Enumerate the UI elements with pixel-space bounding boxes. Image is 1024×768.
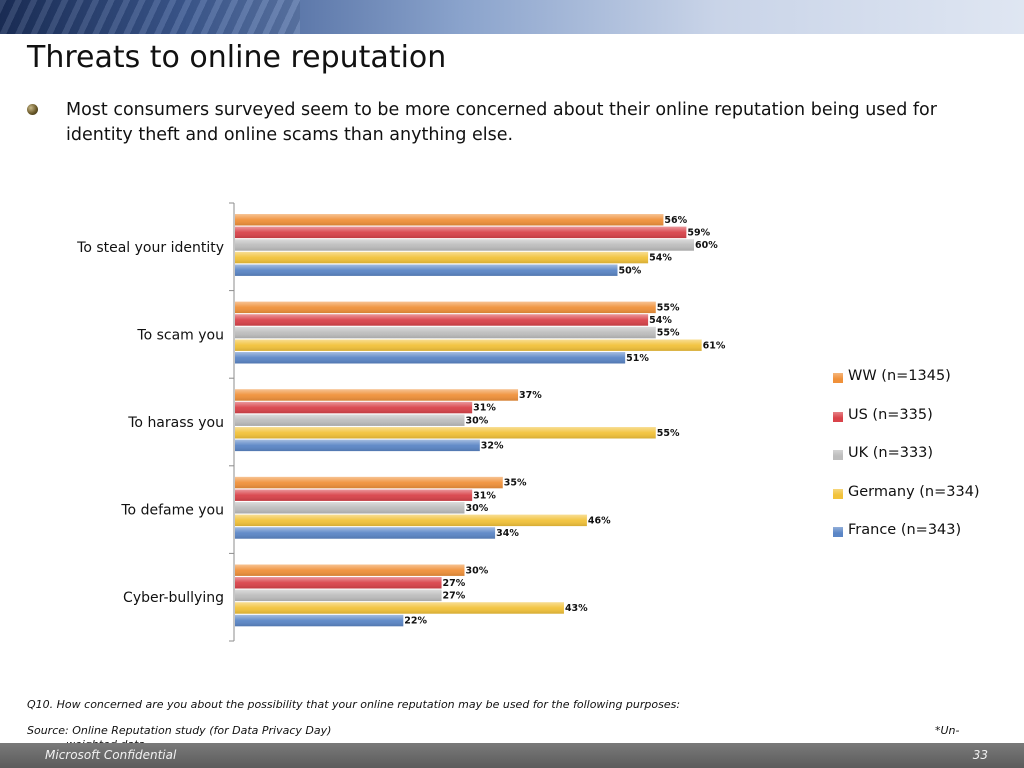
bar-shine (235, 564, 465, 576)
category-label: Cyber-bullying (123, 590, 224, 606)
bar-shine (235, 439, 480, 452)
data-label: 31% (473, 403, 496, 414)
bullet-icon (27, 104, 38, 115)
data-label: 31% (473, 490, 496, 501)
legend-label: UK (n=333) (848, 445, 934, 461)
bar-shine (235, 352, 626, 364)
bar-shine (235, 339, 702, 351)
slide-title: Threats to online reputation (27, 40, 447, 75)
unweighted-note: *Un- (935, 724, 960, 737)
legend-label: France (n=343) (848, 522, 962, 538)
legend-swatch (833, 411, 843, 422)
data-label: 55% (657, 428, 680, 439)
legend-label: WW (n=1345) (848, 368, 951, 384)
bar-shine (235, 314, 649, 326)
data-label: 60% (695, 240, 718, 251)
data-label: 34% (496, 528, 519, 539)
bar-shine (235, 401, 473, 414)
legend-swatch (833, 488, 843, 499)
bar-shine (235, 226, 687, 239)
category-label: To harass you (127, 415, 224, 431)
legend-label: US (n=335) (848, 406, 933, 423)
legend-label: Germany (n=334) (848, 483, 980, 500)
data-label: 59% (687, 228, 710, 239)
data-label: 55% (657, 328, 680, 339)
bar-shine (235, 614, 404, 627)
data-label: 50% (619, 265, 642, 276)
legend-swatch (833, 527, 843, 537)
bar-shine (235, 489, 473, 501)
data-label: 27% (443, 578, 466, 589)
bar-shine (235, 239, 694, 251)
data-label: 51% (626, 353, 649, 364)
bar-shine (235, 389, 519, 401)
legend-swatch (833, 373, 843, 383)
data-label: 54% (649, 315, 672, 326)
data-label: 27% (443, 591, 466, 602)
bar-shine (235, 414, 465, 426)
bar-shine (235, 214, 664, 226)
bar-shine (235, 602, 564, 614)
bar-shine (235, 502, 465, 514)
bar-shine (235, 476, 503, 489)
data-label: 30% (466, 503, 489, 514)
bar-shine (235, 301, 656, 314)
confidential-label: Microsoft Confidential (45, 748, 177, 762)
bar-shine (235, 527, 496, 539)
data-label: 32% (481, 441, 504, 452)
bar-shine (235, 589, 442, 602)
data-label: 54% (649, 253, 672, 264)
footer-bar: Microsoft Confidential 33 (0, 743, 1024, 768)
source-footnote: Source: Online Reputation study (for Dat… (27, 724, 332, 737)
bar-shine (235, 251, 649, 264)
category-label: To defame you (120, 503, 224, 519)
page-number: 33 (972, 748, 988, 762)
data-label: 30% (466, 415, 489, 426)
data-label: 35% (504, 478, 527, 489)
data-label: 56% (664, 215, 687, 226)
data-label: 46% (588, 516, 611, 527)
bar-shine (235, 577, 442, 589)
category-label: To steal your identity (76, 240, 224, 256)
data-label: 37% (519, 390, 542, 401)
data-label: 43% (565, 603, 588, 614)
legend-swatch (833, 450, 843, 460)
data-label: 30% (466, 565, 489, 576)
bar-shine (235, 514, 587, 527)
bar-shine (235, 264, 618, 276)
header-banner (0, 0, 1024, 34)
bar-chart: To steal your identity 56%59%60% 54% 50% To … (76, 202, 726, 642)
bullet-text: Most consumers surveyed seem to be more … (66, 100, 937, 145)
question-footnote: Q10. How concerned are you about the pos… (27, 698, 681, 711)
data-label: 22% (404, 616, 427, 627)
bar-shine (235, 326, 656, 339)
banner-texture (0, 0, 300, 34)
data-label: 61% (703, 340, 726, 351)
data-label: 55% (657, 303, 680, 314)
bar-shine (235, 427, 656, 439)
category-label: To scam you (136, 327, 224, 343)
